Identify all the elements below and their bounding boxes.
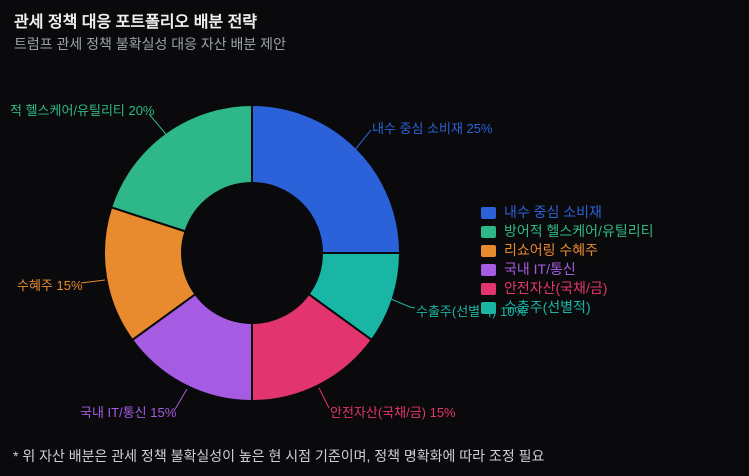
- page-subtitle: 트럼프 관세 정책 불확실성 대응 자산 배분 제안: [14, 36, 286, 52]
- legend-item-safe-assets[interactable]: 안전자산(국채/금): [481, 279, 653, 298]
- legend: 내수 중심 소비재 방어적 헬스케어/유틸리티 리쇼어링 수혜주 국내 IT/통…: [481, 203, 653, 317]
- legend-swatch-safe-assets: [481, 282, 496, 295]
- page-title: 관세 정책 대응 포트폴리오 배분 전략: [14, 14, 258, 31]
- legend-item-domestic-consumer[interactable]: 내수 중심 소비재: [481, 203, 653, 222]
- legend-label-domestic-consumer: 내수 중심 소비재: [504, 204, 602, 220]
- leader-line-defensive-healthcare: [148, 113, 171, 140]
- slice-label-domestic-it: 국내 IT/통신 15%: [80, 405, 177, 420]
- pie-slice-domestic-consumer-goods[interactable]: [251, 103, 402, 254]
- footnote: * 위 자산 배분은 관세 정책 불확실성이 높은 현 시점 기준이며, 정책 …: [13, 448, 545, 464]
- legend-label-reshoring: 리쇼어링 수혜주: [504, 242, 599, 258]
- leader-line-safe-assets: [318, 387, 330, 409]
- legend-label-safe-assets: 안전자산(국채/금): [504, 280, 608, 296]
- leader-line-reshoring: [80, 279, 106, 284]
- legend-swatch-domestic-it: [481, 263, 496, 276]
- slice-label-domestic-consumer: 내수 중심 소비재 25%: [372, 121, 493, 136]
- legend-item-reshoring[interactable]: 리쇼어링 수혜주: [481, 241, 653, 260]
- legend-item-selective-exporters[interactable]: 수출주(선별적): [481, 298, 653, 317]
- pie-slice-defensive-healthcare-utilities[interactable]: [109, 103, 253, 233]
- legend-label-domestic-it: 국내 IT/통신: [504, 261, 576, 277]
- slice-label-selective-exporters: 수출주(선별적) 10%: [416, 304, 527, 319]
- legend-swatch-selective-exporters: [481, 301, 496, 314]
- slice-label-defensive-healthcare: 적 헬스케어/유틸리티 20%: [10, 103, 155, 118]
- legend-swatch-reshoring: [481, 244, 496, 257]
- leader-line-domestic-consumer: [353, 129, 372, 152]
- legend-item-domestic-it[interactable]: 국내 IT/통신: [481, 260, 653, 279]
- slice-label-reshoring: 수혜주 15%: [17, 278, 83, 293]
- legend-label-selective-exporters: 수출주(선별적): [504, 299, 591, 315]
- legend-swatch-domestic-consumer: [481, 206, 496, 219]
- leader-line-selective-exporters: [390, 298, 416, 309]
- legend-label-defensive-healthcare: 방어적 헬스케어/유틸리티: [504, 223, 654, 239]
- slice-label-safe-assets: 안전자산(국채/금) 15%: [330, 405, 456, 420]
- leader-line-domestic-it: [173, 388, 188, 412]
- legend-item-defensive-healthcare[interactable]: 방어적 헬스케어/유틸리티: [481, 222, 653, 241]
- legend-swatch-defensive-healthcare: [481, 225, 496, 238]
